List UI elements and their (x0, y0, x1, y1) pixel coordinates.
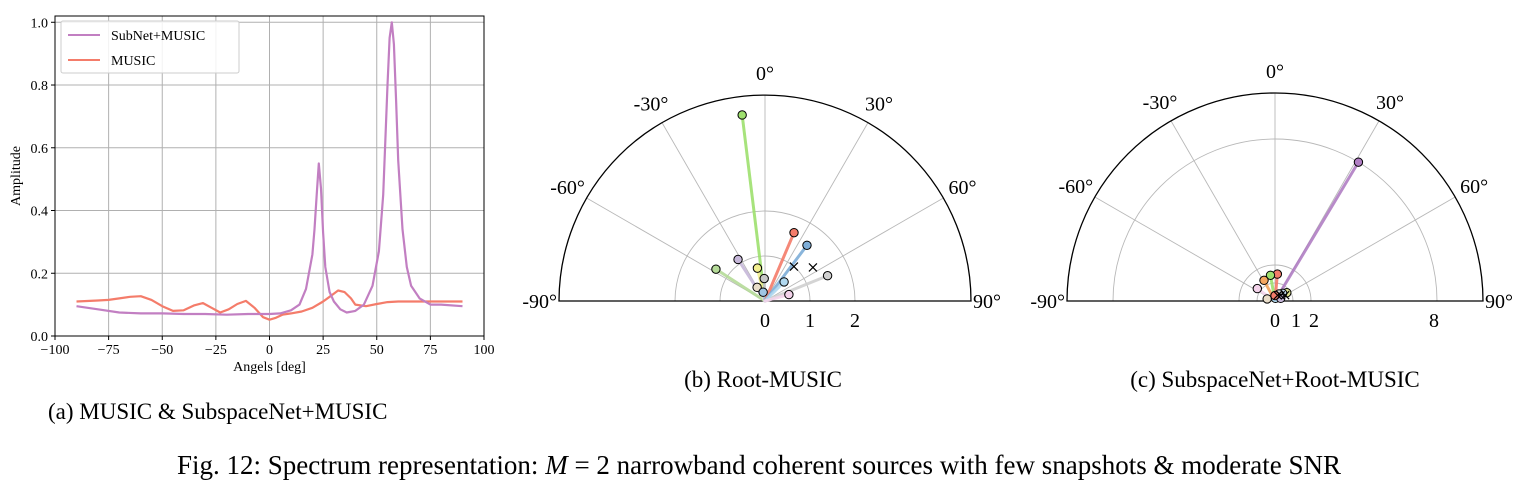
legend-label-music: MUSIC (111, 54, 155, 69)
panel-b-polar-chart: -90° -60° -30° 0° 30° 60° 90° 0 1 2 (b) Root-MUSI… (522, 63, 1001, 392)
polar-angle-label: 90° (1485, 291, 1513, 313)
doa-estimate-marker (789, 227, 799, 238)
panel-a-y-tick-label: 0.4 (31, 205, 49, 220)
true-doa-cross (1276, 290, 1286, 300)
polar-angle-label: -90° (522, 291, 557, 313)
polar-radial-label: 0 (1270, 310, 1280, 332)
doa-estimate-stem (763, 231, 796, 303)
panel-a-x-tick-label: 75 (423, 343, 437, 358)
polar-angle-grid (586, 197, 766, 302)
polar-radial-label: 1 (805, 310, 815, 332)
doa-estimate-stem (1273, 160, 1360, 303)
polar-radial-label: 8 (1429, 310, 1439, 332)
panel-a-y-tick-label: 0.6 (31, 142, 49, 157)
panel-b-caption: (b) Root-MUSIC (684, 367, 842, 392)
polar-angle-label: 60° (948, 177, 976, 199)
legend-label-subnet-music: SubNet+MUSIC (111, 29, 205, 44)
panel-c-estimates (1252, 157, 1364, 304)
panel-b-tick-labels: -90° -60° -30° 0° 30° 60° 90° 0 1 2 (522, 63, 1001, 332)
polar-angle-label: 60° (1460, 176, 1488, 198)
panel-a-x-tick-label: −50 (151, 343, 173, 358)
panel-a-x-tick-label: −100 (41, 343, 70, 358)
panel-a-series-lines (76, 21, 463, 321)
panel-a-x-ticks: −100 −75 −50 −25 0 25 50 75 100 (41, 336, 495, 358)
panel-a-x-tick-label: 0 (266, 343, 273, 358)
panel-c-tick-labels: -90° -60° -30° 0° 30° 60° 90° 0 1 2 8 (1030, 61, 1513, 332)
panel-a-x-axis-label: Angels [deg] (233, 360, 306, 375)
panel-a-y-tick-label: 0.8 (31, 79, 49, 94)
doa-estimate-marker (737, 110, 747, 120)
panel-a-x-tick-label: −75 (98, 343, 120, 358)
true-doa-cross (1273, 290, 1283, 300)
polar-angle-label: 30° (1376, 92, 1404, 114)
doa-estimate-marker (1252, 283, 1263, 294)
doa-estimate-marker (758, 287, 768, 297)
doa-estimate-marker (752, 263, 763, 273)
doa-estimate-stem (714, 267, 767, 303)
polar-outer-frame (1066, 92, 1484, 302)
polar-angle-grid (661, 122, 766, 302)
polar-angle-label: 30° (865, 94, 893, 116)
panel-a-legend: SubNet+MUSIC MUSIC (60, 20, 240, 74)
true-doa-cross (789, 262, 799, 271)
doa-estimate-marker (822, 271, 833, 281)
panel-a-y-tick-label: 0.2 (31, 267, 49, 282)
doa-estimate-marker (1353, 157, 1364, 167)
doa-estimate-marker (1262, 294, 1272, 304)
figure-caption: Fig. 12: Spectrum representation: M = 2 … (177, 450, 1341, 480)
panel-c-polar-grid (1066, 92, 1484, 302)
polar-radial-label: 0 (760, 310, 770, 332)
polar-angle-grid (1274, 196, 1456, 302)
panel-c-polar-chart: -90° -60° -30° 0° 30° 60° 90° 0 1 2 8 (c) Subspace… (1030, 61, 1513, 392)
panel-a-y-tick-label: 0.0 (31, 330, 49, 345)
doa-estimate-marker (1270, 290, 1280, 301)
doa-estimate-marker (1259, 275, 1269, 286)
panel-b-estimates (711, 110, 833, 303)
panel-a-x-tick-label: 100 (474, 343, 495, 358)
polar-angle-label: -30° (634, 94, 669, 116)
doa-estimate-marker (759, 273, 769, 284)
polar-radial-label: 2 (850, 310, 860, 332)
doa-estimate-marker (733, 254, 743, 265)
series-line-subnet-music (76, 21, 463, 316)
panel-c-caption: (c) SubspaceNet+Root-MUSIC (1130, 367, 1420, 392)
polar-radial-label: 2 (1309, 310, 1319, 332)
panel-a-caption: (a) MUSIC & SubspaceNet+MUSIC (48, 399, 387, 424)
polar-angle-label: 0° (756, 63, 774, 85)
polar-angle-label: -60° (550, 177, 585, 199)
polar-angle-label: -60° (1058, 176, 1093, 198)
panel-b-polar-grid (558, 94, 972, 302)
figure-caption-prefix: Fig. 12: Spectrum representation: (177, 450, 545, 480)
doa-estimate-marker (752, 282, 762, 293)
polar-angle-grid (1170, 120, 1276, 302)
polar-outer-frame (558, 94, 972, 302)
polar-angle-label: -90° (1030, 291, 1065, 313)
true-doa-cross (808, 263, 818, 272)
polar-angle-label: -30° (1143, 92, 1178, 114)
doa-estimate-stem (763, 243, 809, 303)
doa-estimate-marker (802, 240, 812, 250)
figure-caption-math: M (544, 450, 569, 480)
polar-angle-grid (1094, 196, 1276, 302)
polar-angle-grid (764, 122, 869, 302)
polar-radial-label: 1 (1291, 310, 1301, 332)
panel-a-y-ticks: 0.0 0.2 0.4 0.6 0.8 1.0 (31, 16, 55, 345)
polar-angle-label: 90° (973, 291, 1001, 313)
panel-a-x-tick-label: 25 (316, 343, 330, 358)
panel-a-y-tick-label: 1.0 (31, 16, 49, 31)
doa-estimate-marker (779, 277, 789, 287)
doa-estimate-marker (711, 264, 721, 274)
doa-estimate-marker (784, 289, 794, 300)
panel-a-y-axis-label: Amplitude (9, 146, 24, 206)
figure-caption-suffix: = 2 narrowband coherent sources with few… (568, 450, 1341, 480)
doa-estimate-marker (1265, 270, 1276, 280)
panel-a-x-tick-label: −25 (205, 343, 227, 358)
panel-a-line-chart: −100 −75 −50 −25 0 25 50 75 100 0.0 0.2 0.4 0.6 0.8 1… (9, 15, 495, 424)
polar-angle-grid (764, 197, 944, 302)
panel-a-legend-box (60, 20, 240, 74)
polar-angle-label: 0° (1266, 61, 1284, 83)
panel-a-x-tick-label: 50 (370, 343, 384, 358)
